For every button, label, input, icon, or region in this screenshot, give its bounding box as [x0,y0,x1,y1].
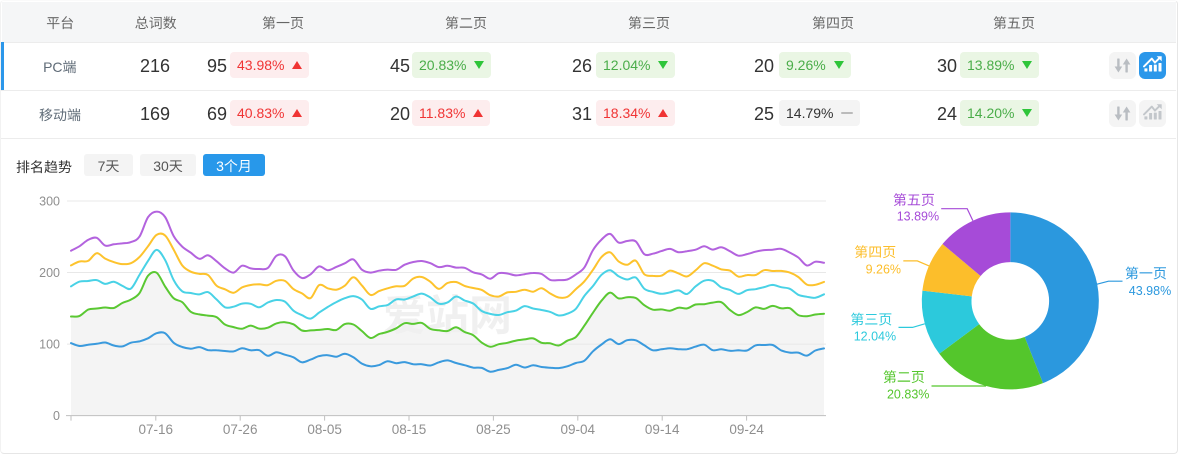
svg-text:20.83%: 20.83% [887,388,929,402]
svg-text:43.98%: 43.98% [1129,284,1171,298]
svg-text:PC: PC [43,59,62,75]
svg-text:12.04%: 12.04% [854,330,896,344]
svg-text:07-16: 07-16 [139,422,174,437]
svg-text:08-05: 08-05 [307,422,342,437]
svg-text:200: 200 [39,266,60,280]
svg-text:07-26: 07-26 [223,422,258,437]
svg-text:300: 300 [39,195,60,209]
svg-text:7: 7 [98,158,106,174]
svg-text:3: 3 [216,158,224,174]
svg-text:100: 100 [39,338,60,352]
svg-text:08-25: 08-25 [476,422,511,437]
svg-text:09-04: 09-04 [561,422,596,437]
svg-text:09-24: 09-24 [729,422,764,437]
svg-text:9.26%: 9.26% [866,262,901,276]
svg-text:0: 0 [53,409,60,423]
svg-text:09-14: 09-14 [645,422,680,437]
svg-text:30: 30 [153,158,169,174]
svg-text:08-15: 08-15 [392,422,427,437]
svg-text:13.89%: 13.89% [897,209,939,223]
